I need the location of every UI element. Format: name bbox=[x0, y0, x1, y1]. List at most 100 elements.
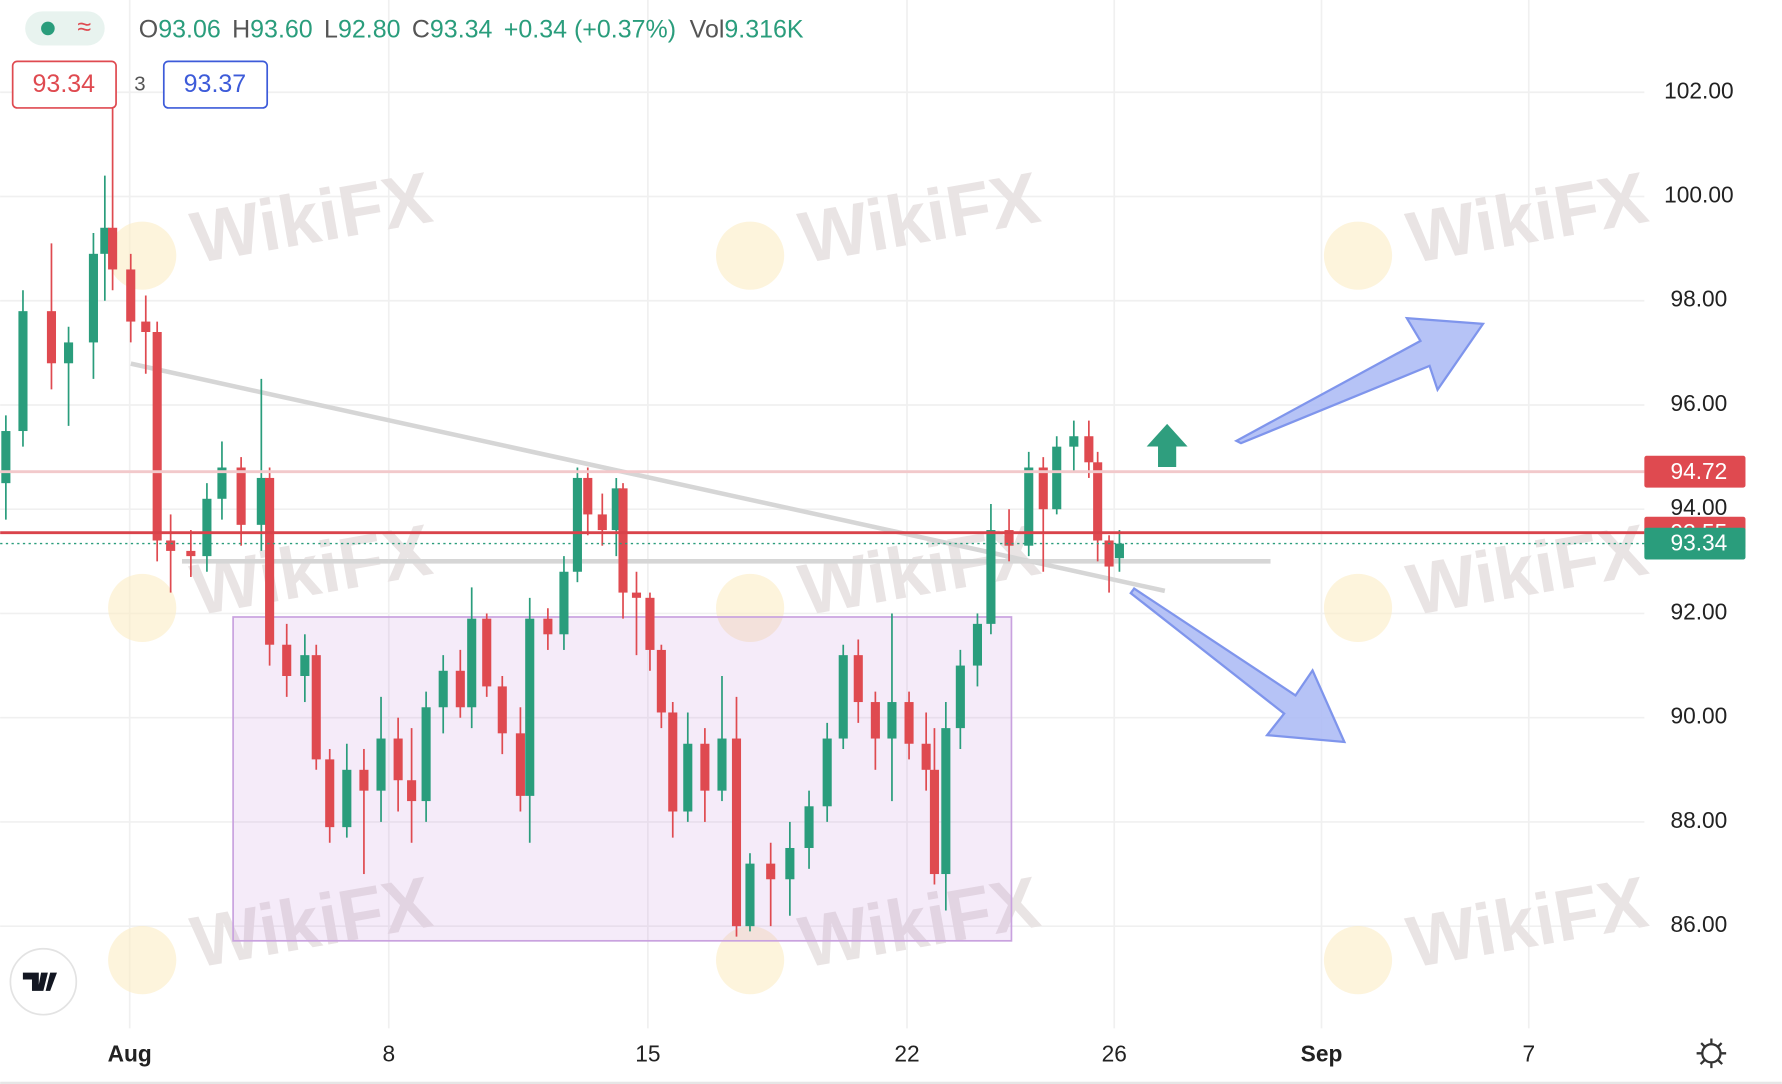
candle-body bbox=[1052, 446, 1062, 510]
candle-body bbox=[393, 738, 403, 781]
y-tick-label: 102.00 bbox=[1664, 77, 1734, 103]
candle-body bbox=[745, 863, 755, 927]
candle-body bbox=[731, 738, 742, 927]
settings-button[interactable] bbox=[1696, 1038, 1727, 1069]
candle-body bbox=[1, 431, 11, 484]
annotations bbox=[1129, 316, 1486, 744]
candle-body bbox=[929, 769, 939, 875]
candle-body bbox=[1084, 436, 1094, 463]
candle-body bbox=[217, 467, 227, 499]
candle-body bbox=[525, 618, 535, 796]
candle-body bbox=[100, 227, 110, 254]
close-value: 93.34 bbox=[430, 15, 493, 43]
candle-body bbox=[108, 227, 118, 270]
x-tick-label: 8 bbox=[382, 1041, 395, 1067]
buy-button[interactable] bbox=[162, 60, 269, 109]
candle-body bbox=[1038, 467, 1048, 510]
y-tick-label: 96.00 bbox=[1670, 390, 1727, 416]
axes: 86.00 88.00 90.00 92.00 94.00 96.00 98.00 100.0… bbox=[108, 77, 1734, 1066]
candle-body bbox=[822, 738, 832, 807]
candle-body bbox=[572, 477, 582, 572]
y-tick-label: 92.00 bbox=[1670, 598, 1727, 624]
candle-body bbox=[376, 738, 386, 791]
candle-body bbox=[482, 618, 492, 687]
x-tick-label: 22 bbox=[894, 1041, 919, 1067]
x-tick-label: Sep bbox=[1301, 1041, 1343, 1067]
volume-key: Vol bbox=[690, 15, 725, 43]
candle-body bbox=[256, 477, 266, 525]
price-level-label: 94.72 bbox=[1670, 458, 1727, 484]
up-arrow bbox=[1233, 316, 1486, 445]
candle-body bbox=[972, 623, 982, 666]
buy-price: 93.37 bbox=[184, 70, 247, 98]
change: +0.34 (+0.37%) bbox=[504, 15, 676, 43]
candle-body bbox=[717, 738, 727, 791]
down-arrow bbox=[1129, 587, 1347, 744]
open-key: O bbox=[139, 15, 158, 43]
watermark-logo bbox=[1323, 573, 1393, 642]
gear-teeth bbox=[1696, 1038, 1727, 1069]
watermark: WikiFX bbox=[1401, 862, 1653, 984]
status-icon: ≈ bbox=[77, 13, 91, 41]
candle-body bbox=[543, 618, 553, 635]
price-level-tag bbox=[1644, 527, 1746, 560]
volume-value: 9.316K bbox=[724, 15, 804, 43]
high-key: H bbox=[232, 15, 250, 43]
watermark-logo bbox=[716, 926, 785, 995]
price-level-tag bbox=[1644, 455, 1746, 488]
candle-body bbox=[265, 477, 275, 645]
candle-body bbox=[515, 733, 525, 796]
watermark-logo bbox=[108, 221, 177, 290]
candle-body bbox=[64, 342, 74, 364]
candle-body bbox=[1093, 462, 1103, 541]
candle-body bbox=[1104, 540, 1114, 567]
candle-body bbox=[887, 702, 897, 739]
candle-body bbox=[46, 311, 57, 364]
candle-body bbox=[668, 712, 678, 812]
price-level-label: 93.34 bbox=[1670, 530, 1727, 556]
candles bbox=[1, 71, 1124, 937]
watermark: WikiFX bbox=[1401, 157, 1653, 279]
x-tick-label: Aug bbox=[108, 1041, 152, 1067]
high-value: 93.60 bbox=[250, 15, 313, 43]
up-marker bbox=[1146, 423, 1188, 468]
candle-body bbox=[1069, 436, 1079, 447]
ohlc-legend: O93.06 H93.60 L92.80 C93.34 +0.34 (+0.37%) Vo… bbox=[139, 15, 804, 43]
watermark: WikiFX bbox=[793, 157, 1045, 279]
candle-body bbox=[904, 702, 914, 744]
y-tick-label: 94.00 bbox=[1670, 494, 1727, 520]
candle-body bbox=[186, 550, 196, 557]
candle-body bbox=[311, 655, 321, 760]
open-value: 93.06 bbox=[158, 15, 221, 43]
y-tick-label: 86.00 bbox=[1670, 911, 1727, 937]
candle-body bbox=[236, 467, 246, 525]
candle-body bbox=[700, 743, 710, 791]
candle-body bbox=[645, 597, 655, 650]
y-tick-label: 100.00 bbox=[1664, 181, 1734, 207]
candle-body bbox=[870, 702, 880, 739]
y-tick-label: 90.00 bbox=[1670, 703, 1727, 729]
candle-body bbox=[1004, 530, 1014, 546]
candle-body bbox=[455, 670, 465, 708]
candle-body bbox=[342, 769, 352, 828]
status-dot bbox=[41, 21, 55, 36]
sell-button[interactable] bbox=[11, 60, 117, 109]
candle-body bbox=[1024, 467, 1034, 546]
low-key: L bbox=[324, 15, 338, 43]
status-badge[interactable] bbox=[25, 11, 105, 46]
candle-body bbox=[88, 253, 98, 343]
candle-body bbox=[597, 514, 607, 531]
x-tick-label: 15 bbox=[635, 1041, 660, 1067]
candle-body bbox=[559, 571, 569, 635]
y-tick-label: 98.00 bbox=[1670, 286, 1727, 312]
candle-body bbox=[300, 655, 310, 676]
x-tick-label: 26 bbox=[1102, 1041, 1127, 1067]
candle-body bbox=[921, 743, 931, 770]
candle-body bbox=[282, 644, 292, 676]
candle-body bbox=[804, 806, 814, 848]
candle-body bbox=[838, 655, 848, 739]
candle-body bbox=[166, 540, 176, 551]
low-value: 92.80 bbox=[338, 15, 401, 43]
